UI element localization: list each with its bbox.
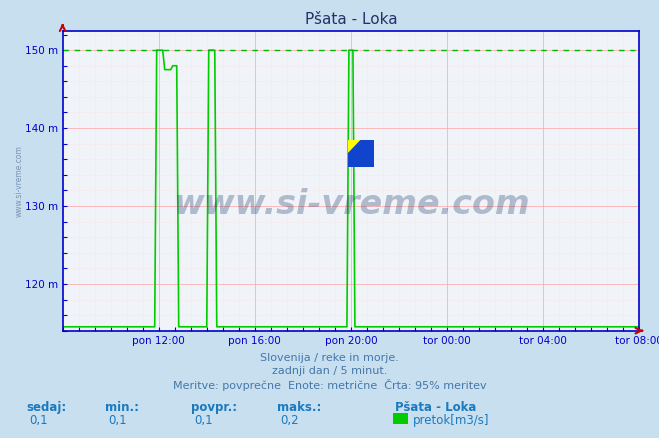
Text: www.si-vreme.com: www.si-vreme.com xyxy=(15,145,24,217)
Text: povpr.:: povpr.: xyxy=(191,401,237,414)
Text: Slovenija / reke in morje.: Slovenija / reke in morje. xyxy=(260,353,399,363)
Text: zadnji dan / 5 minut.: zadnji dan / 5 minut. xyxy=(272,366,387,376)
Text: min.:: min.: xyxy=(105,401,140,414)
Text: maks.:: maks.: xyxy=(277,401,321,414)
Text: pretok[m3/s]: pretok[m3/s] xyxy=(413,414,489,427)
Text: 0,1: 0,1 xyxy=(109,414,127,427)
Text: 0,2: 0,2 xyxy=(280,414,299,427)
Title: Pšata - Loka: Pšata - Loka xyxy=(304,12,397,27)
Text: Pšata - Loka: Pšata - Loka xyxy=(395,401,476,414)
Text: sedaj:: sedaj: xyxy=(26,401,67,414)
Text: 0,1: 0,1 xyxy=(194,414,213,427)
Text: 0,1: 0,1 xyxy=(30,414,48,427)
Text: Meritve: povprečne  Enote: metrične  Črta: 95% meritev: Meritve: povprečne Enote: metrične Črta:… xyxy=(173,379,486,391)
Text: www.si-vreme.com: www.si-vreme.com xyxy=(173,188,529,221)
